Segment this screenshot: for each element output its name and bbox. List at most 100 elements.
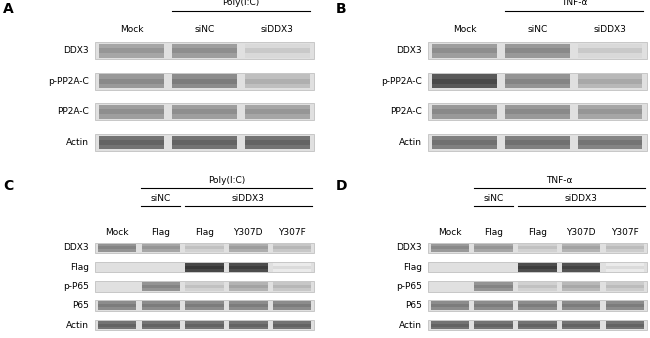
- Bar: [99, 74, 164, 88]
- Bar: [562, 263, 601, 271]
- Text: Y307D: Y307D: [566, 227, 596, 237]
- Bar: [505, 105, 569, 119]
- Text: Y307F: Y307F: [611, 227, 639, 237]
- Bar: [562, 321, 601, 330]
- Text: siDDX3: siDDX3: [232, 194, 265, 203]
- Text: A: A: [3, 2, 14, 16]
- Bar: [172, 44, 237, 57]
- Bar: [142, 321, 180, 330]
- Text: p-PP2A-C: p-PP2A-C: [48, 77, 89, 86]
- Bar: [185, 282, 224, 291]
- Bar: [245, 48, 309, 53]
- Bar: [142, 282, 180, 291]
- Bar: [95, 134, 314, 151]
- Bar: [578, 105, 642, 119]
- Bar: [273, 246, 311, 249]
- Bar: [428, 103, 647, 120]
- Bar: [99, 140, 164, 145]
- Text: DDX3: DDX3: [63, 46, 89, 55]
- Bar: [172, 48, 237, 53]
- Bar: [229, 282, 268, 291]
- Text: D: D: [336, 179, 348, 193]
- Bar: [229, 321, 268, 330]
- Bar: [98, 321, 136, 330]
- Bar: [578, 110, 642, 114]
- Bar: [432, 110, 497, 114]
- Bar: [142, 285, 180, 288]
- Bar: [432, 79, 497, 84]
- Bar: [606, 246, 644, 249]
- Bar: [518, 282, 556, 291]
- Bar: [578, 44, 642, 57]
- Bar: [518, 246, 556, 249]
- Bar: [474, 285, 513, 288]
- Bar: [518, 243, 556, 252]
- Text: Actin: Actin: [66, 321, 89, 330]
- Bar: [562, 266, 601, 269]
- Bar: [273, 285, 311, 288]
- Bar: [185, 246, 224, 249]
- Text: TNF-α: TNF-α: [561, 0, 587, 7]
- Text: Flag: Flag: [403, 263, 422, 272]
- Text: C: C: [3, 179, 14, 193]
- Bar: [185, 304, 224, 307]
- Bar: [562, 285, 601, 288]
- Bar: [95, 73, 314, 90]
- Bar: [606, 266, 644, 269]
- Bar: [95, 262, 314, 272]
- Text: DDX3: DDX3: [396, 46, 422, 55]
- Bar: [518, 285, 556, 288]
- Bar: [273, 282, 311, 291]
- Bar: [99, 105, 164, 119]
- Bar: [562, 282, 601, 291]
- Bar: [428, 243, 647, 253]
- Bar: [99, 79, 164, 84]
- Bar: [273, 301, 311, 310]
- Bar: [431, 243, 469, 252]
- Bar: [428, 134, 647, 151]
- Text: Flag: Flag: [151, 227, 170, 237]
- Bar: [428, 42, 647, 59]
- Bar: [606, 243, 644, 252]
- Bar: [229, 323, 268, 327]
- Text: Mock: Mock: [105, 227, 129, 237]
- Bar: [99, 110, 164, 114]
- Bar: [562, 243, 601, 252]
- Text: Actin: Actin: [66, 138, 89, 147]
- Text: siDDX3: siDDX3: [565, 194, 597, 203]
- Text: P65: P65: [72, 301, 89, 310]
- Bar: [562, 246, 601, 249]
- Bar: [518, 301, 556, 310]
- Bar: [172, 140, 237, 145]
- Bar: [606, 285, 644, 288]
- Bar: [245, 79, 309, 84]
- Bar: [505, 79, 569, 84]
- Text: Actin: Actin: [398, 321, 422, 330]
- Bar: [474, 323, 513, 327]
- Text: siDDX3: siDDX3: [594, 25, 627, 34]
- Bar: [562, 323, 601, 327]
- Bar: [245, 74, 309, 88]
- Text: Poly(I:C): Poly(I:C): [222, 0, 259, 7]
- Bar: [229, 263, 268, 271]
- Text: siNC: siNC: [151, 194, 171, 203]
- Bar: [432, 44, 497, 57]
- Bar: [505, 110, 569, 114]
- Bar: [606, 301, 644, 310]
- Bar: [273, 266, 311, 269]
- Bar: [185, 266, 224, 269]
- Text: DDX3: DDX3: [63, 243, 89, 252]
- Text: B: B: [336, 2, 346, 16]
- Bar: [474, 246, 513, 249]
- Text: siNC: siNC: [484, 194, 504, 203]
- Bar: [172, 79, 237, 84]
- Bar: [518, 263, 556, 271]
- Bar: [474, 321, 513, 330]
- Text: Mock: Mock: [120, 25, 144, 34]
- Bar: [518, 321, 556, 330]
- Text: siNC: siNC: [527, 25, 547, 34]
- Bar: [562, 304, 601, 307]
- Bar: [273, 263, 311, 271]
- Bar: [95, 103, 314, 120]
- Bar: [229, 304, 268, 307]
